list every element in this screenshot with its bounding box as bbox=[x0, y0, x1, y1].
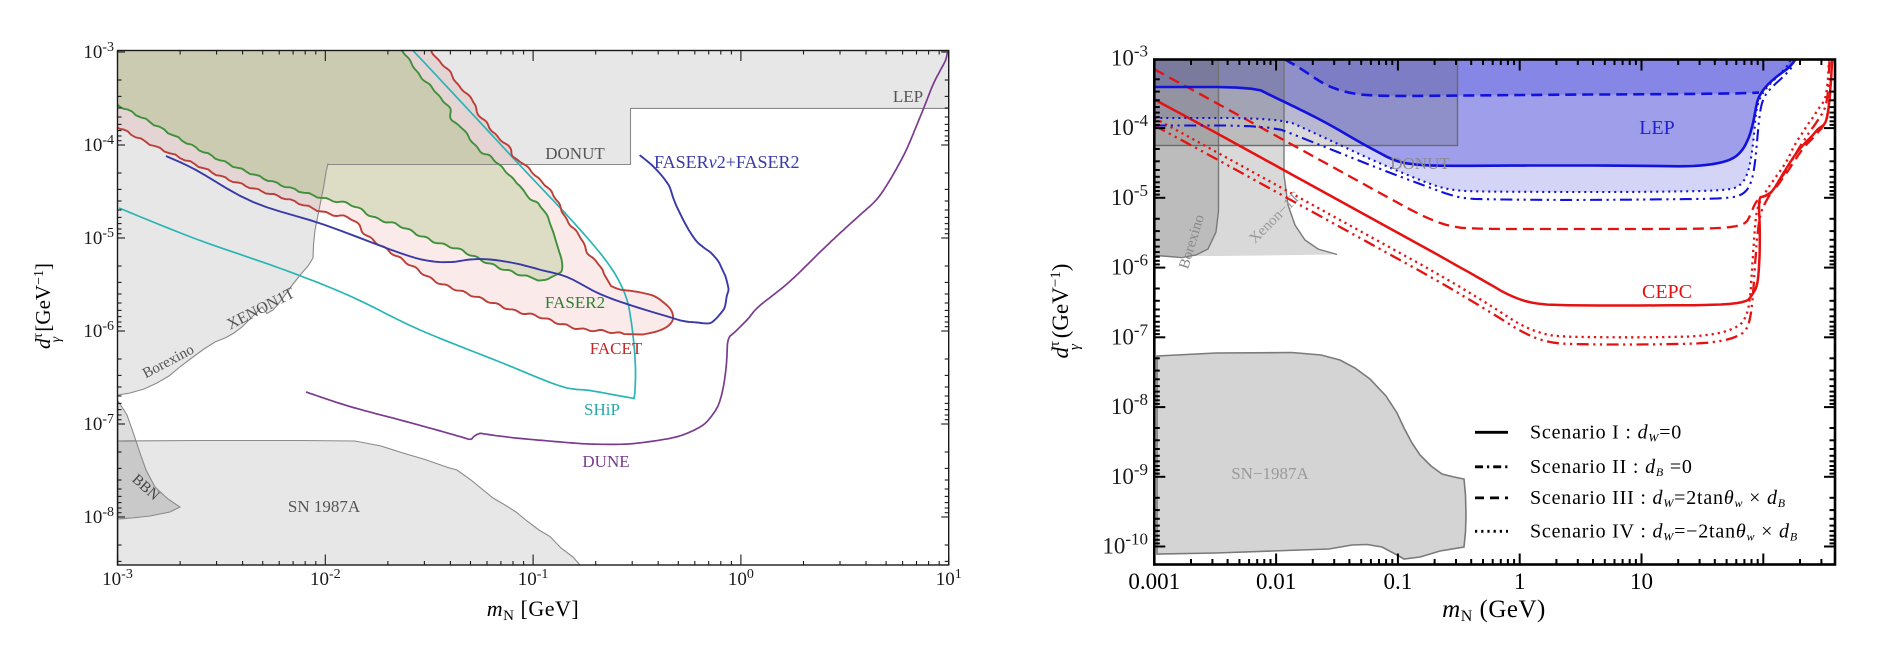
svg-text:SN 1987A: SN 1987A bbox=[288, 497, 361, 516]
svg-text:mN (GeV): mN (GeV) bbox=[1442, 596, 1546, 625]
svg-text:Scenario I : dW=0: Scenario I : dW=0 bbox=[1530, 421, 1682, 444]
svg-text:FACET: FACET bbox=[590, 339, 643, 358]
svg-text:10-9: 10-9 bbox=[1111, 460, 1148, 489]
svg-text:SN−1987A: SN−1987A bbox=[1231, 464, 1309, 483]
svg-text:10-5: 10-5 bbox=[1111, 181, 1148, 210]
svg-text:DONUT: DONUT bbox=[1390, 154, 1450, 173]
svg-text:0.01: 0.01 bbox=[1256, 569, 1296, 594]
svg-text:DONUT: DONUT bbox=[545, 144, 605, 163]
svg-text:Scenario IV : dW=−2tanθw × dB: Scenario IV : dW=−2tanθw × dB bbox=[1530, 520, 1798, 543]
svg-text:mN [GeV]: mN [GeV] bbox=[487, 596, 579, 624]
svg-text:0.001: 0.001 bbox=[1128, 569, 1180, 594]
svg-text:Scenario III : dW=2tanθw × dB: Scenario III : dW=2tanθw × dB bbox=[1530, 487, 1786, 510]
svg-text:LEP: LEP bbox=[1639, 117, 1675, 139]
svg-text:FASER2: FASER2 bbox=[545, 293, 605, 312]
svg-text:dτγ (GeV−1): dτγ (GeV−1) bbox=[1047, 264, 1083, 359]
svg-text:Scenario II : dB =0: Scenario II : dB =0 bbox=[1530, 456, 1693, 479]
svg-text:DUNE: DUNE bbox=[582, 452, 629, 471]
svg-text:LEP: LEP bbox=[893, 87, 923, 106]
svg-text:10: 10 bbox=[1630, 569, 1653, 594]
svg-text:10-6: 10-6 bbox=[1111, 251, 1148, 280]
svg-text:CEPC: CEPC bbox=[1642, 281, 1692, 303]
svg-text:0.1: 0.1 bbox=[1384, 569, 1413, 594]
svg-text:dτγ [GeV−1]: dτγ [GeV−1] bbox=[31, 263, 64, 349]
svg-text:1: 1 bbox=[1514, 569, 1526, 594]
svg-text:SHiP: SHiP bbox=[584, 400, 620, 419]
svg-text:FASERν2+FASER2: FASERν2+FASER2 bbox=[654, 152, 800, 172]
